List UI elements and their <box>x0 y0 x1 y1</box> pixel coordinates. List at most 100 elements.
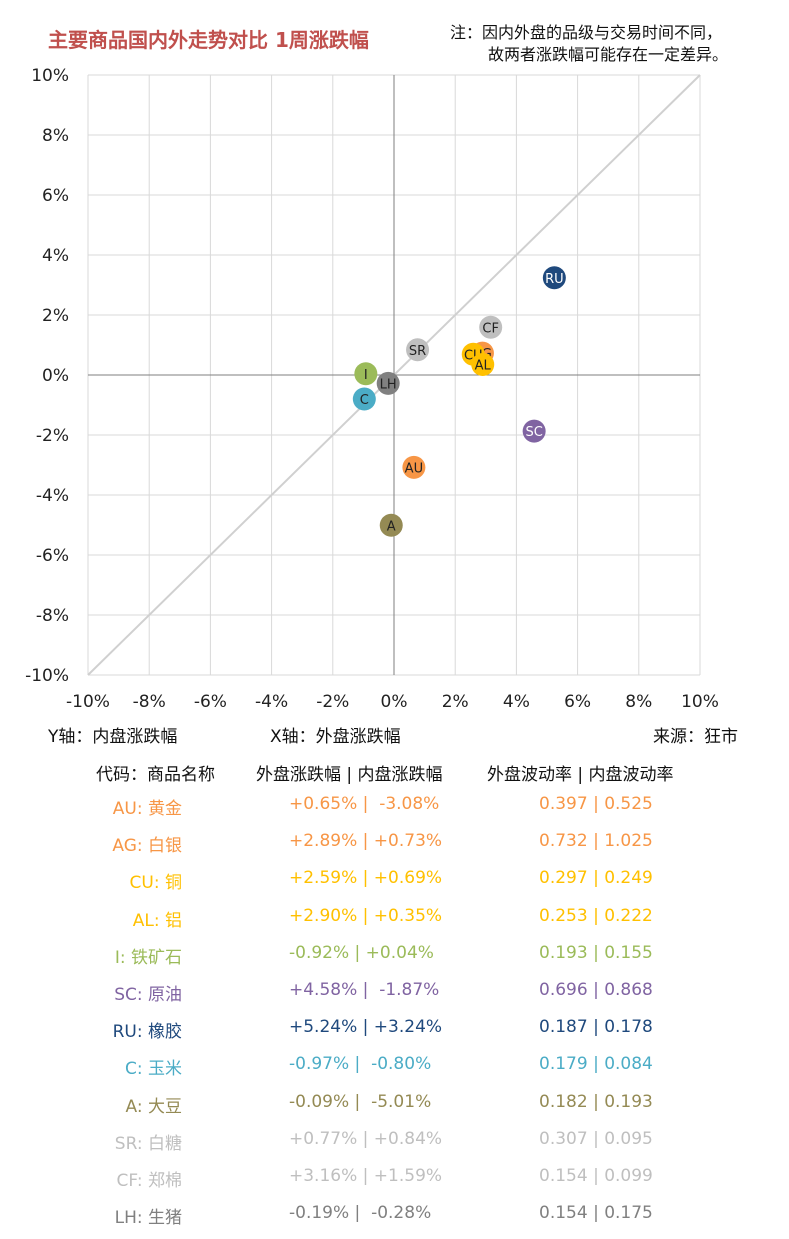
scatter-point-al[interactable]: AL <box>471 353 495 376</box>
note-line-1: 注：因内外盘的品级与交易时间不同， <box>450 23 723 42</box>
point-label: A <box>387 519 396 534</box>
table-header-vol: 外盘波动率 | 内盘波动率 <box>487 765 674 785</box>
x-tick-label: -4% <box>255 692 288 712</box>
table-row: SC: 原油 +4.58% | -1.87% 0.696 | 0.868 <box>0 980 789 1010</box>
table-row: I: 铁矿石 -0.92% | +0.04% 0.193 | 0.155 <box>0 943 789 973</box>
change-values: +3.16% | +1.59% <box>289 1166 443 1186</box>
volatility-values: 0.154 | 0.099 <box>539 1166 653 1186</box>
commodity-name: LH: 生猪 <box>114 1208 182 1229</box>
x-tick-label: 8% <box>625 692 652 712</box>
x-tick-label: -8% <box>133 692 166 712</box>
point-marker <box>522 419 546 443</box>
commodity-name: SC: 原油 <box>114 985 182 1005</box>
x-tick-label: -6% <box>194 692 227 712</box>
y-tick-label: -6% <box>36 546 69 566</box>
commodity-name: AL: 铝 <box>132 910 182 931</box>
table-row: AL: 铝 +2.90% | +0.35% 0.253 | 0.222 <box>0 906 789 936</box>
y-axis-label: Y轴：内盘涨跌幅 <box>48 727 178 747</box>
change-values: -0.97% | -0.80% <box>289 1054 432 1075</box>
table-row: AU: 黄金 +0.65% | -3.08% 0.397 | 0.525 <box>0 794 789 824</box>
table-row: SR: 白糖 +0.77% | +0.84% 0.307 | 0.095 <box>0 1129 789 1159</box>
table-row: AG: 白银 +2.89% | +0.73% 0.732 | 1.025 <box>0 831 789 861</box>
change-values: +4.58% | -1.87% <box>289 980 440 1000</box>
volatility-values: 0.182 | 0.193 <box>539 1091 653 1112</box>
scatter-point-sc[interactable]: SC <box>522 419 546 443</box>
point-label: SC <box>525 425 542 440</box>
change-values: +2.89% | +0.73% <box>289 831 443 852</box>
commodity-name: A: 大豆 <box>125 1096 182 1117</box>
point-marker <box>354 362 378 386</box>
scatter-point-c[interactable]: C <box>352 387 376 411</box>
point-marker <box>402 455 426 479</box>
scatter-point-lh[interactable]: LH <box>376 371 400 395</box>
commodity-name: C: 玉米 <box>124 1059 182 1080</box>
chart-title: 主要商品国内外走势对比 1周涨跌幅 <box>48 28 369 52</box>
scatter-point-ru[interactable]: RU <box>542 266 566 290</box>
y-tick-label: 0% <box>42 366 69 386</box>
volatility-values: 0.307 | 0.095 <box>539 1128 653 1149</box>
commodity-name: CU: 铜 <box>129 873 182 894</box>
commodity-name: SR: 白糖 <box>114 1133 182 1154</box>
commodity-name: AU: 黄金 <box>112 799 182 819</box>
chart-ticks: 10% 8% 6% 4% 2% 0% -2% -4% -6% -8% -10% -10% -8% -6% -… <box>25 66 719 712</box>
point-marker <box>406 338 430 362</box>
volatility-values: 0.193 | 0.155 <box>539 942 653 963</box>
table-row: RU: 橡胶 +5.24% | +3.24% 0.187 | 0.178 <box>0 1017 789 1047</box>
note-line-2: 故两者涨跌幅可能存在一定差异。 <box>488 45 729 64</box>
change-values: +2.59% | +0.69% <box>289 868 443 889</box>
point-label: LH <box>380 377 397 392</box>
volatility-values: 0.397 | 0.525 <box>539 794 653 814</box>
chart-note: 注：因内外盘的品级与交易时间不同， 故两者涨跌幅可能存在一定差异。 <box>450 22 728 66</box>
x-tick-label: 6% <box>564 692 591 712</box>
change-values: -0.92% | +0.04% <box>289 942 434 963</box>
y-tick-label: -10% <box>25 666 69 686</box>
y-tick-label: -4% <box>36 486 69 506</box>
scatter-chart: 10% 8% 6% 4% 2% 0% -2% -4% -6% -8% -10% -10% -8% -6% -… <box>25 66 719 712</box>
point-marker <box>471 353 495 376</box>
volatility-values: 0.297 | 0.249 <box>539 868 653 889</box>
commodity-name: AG: 白银 <box>112 836 182 857</box>
point-label: C <box>360 393 369 408</box>
point-label: I <box>364 368 368 383</box>
point-label: CF <box>482 321 499 336</box>
source-label: 来源：狂市 <box>653 727 738 747</box>
point-marker <box>479 315 503 339</box>
y-tick-label: 6% <box>42 186 69 206</box>
volatility-values: 0.154 | 0.175 <box>539 1203 653 1224</box>
volatility-values: 0.696 | 0.868 <box>539 980 653 1000</box>
point-label: AL <box>475 359 492 374</box>
change-values: +0.65% | -3.08% <box>289 794 440 814</box>
y-tick-label: 4% <box>42 246 69 266</box>
point-label: SR <box>409 344 426 359</box>
y-tick-label: -2% <box>36 426 69 446</box>
table-row: C: 玉米 -0.97% | -0.80% 0.179 | 0.084 <box>0 1054 789 1084</box>
volatility-values: 0.253 | 0.222 <box>539 905 653 926</box>
x-axis-label: X轴：外盘涨跌幅 <box>270 727 401 747</box>
scatter-point-a[interactable]: A <box>379 513 403 537</box>
x-tick-label: 2% <box>442 692 469 712</box>
table-row: LH: 生猪 -0.19% | -0.28% 0.154 | 0.175 <box>0 1203 789 1233</box>
point-label: RU <box>545 272 564 287</box>
y-tick-label: -8% <box>36 606 69 626</box>
x-tick-label: -2% <box>316 692 349 712</box>
point-marker <box>376 371 400 395</box>
scatter-point-i[interactable]: I <box>354 362 378 386</box>
scatter-point-sr[interactable]: SR <box>406 338 430 362</box>
point-marker <box>352 387 376 411</box>
x-tick-label: 4% <box>503 692 530 712</box>
table-row: CU: 铜 +2.59% | +0.69% 0.297 | 0.249 <box>0 868 789 898</box>
x-tick-label: 0% <box>381 692 408 712</box>
volatility-values: 0.187 | 0.178 <box>539 1017 653 1038</box>
scatter-point-au[interactable]: AU <box>402 455 426 479</box>
change-values: +2.90% | +0.35% <box>289 905 443 926</box>
y-tick-label: 10% <box>31 66 69 86</box>
table-row: A: 大豆 -0.09% | -5.01% 0.182 | 0.193 <box>0 1092 789 1122</box>
commodity-name: CF: 郑棉 <box>116 1171 182 1191</box>
x-tick-label: -10% <box>66 692 110 712</box>
y-tick-label: 8% <box>42 126 69 146</box>
y-tick-label: 2% <box>42 306 69 326</box>
volatility-values: 0.179 | 0.084 <box>539 1054 653 1075</box>
scatter-point-cf[interactable]: CF <box>479 315 503 339</box>
table-header-name: 代码：商品名称 <box>96 765 215 785</box>
change-values: -0.19% | -0.28% <box>289 1203 432 1224</box>
